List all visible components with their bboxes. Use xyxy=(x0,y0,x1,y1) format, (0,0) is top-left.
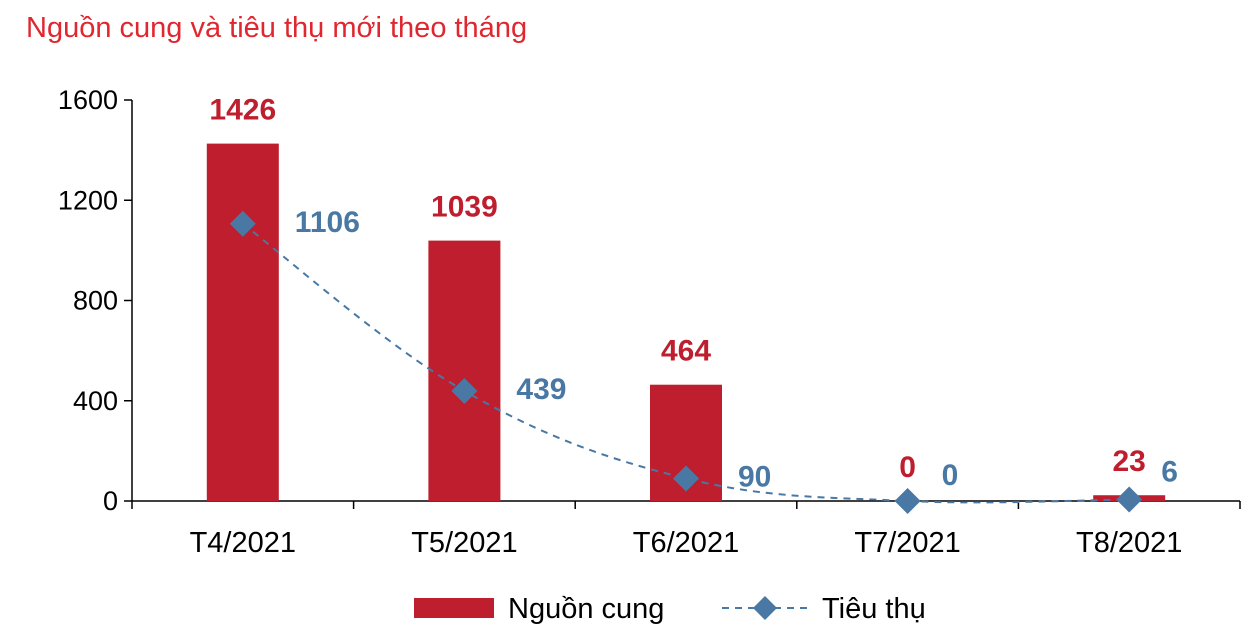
bar-Nguồn cung xyxy=(428,240,501,501)
legend: Nguồn cung Tiêu thụ xyxy=(414,593,926,625)
series-point-marker xyxy=(229,210,256,237)
line-data-label: 6 xyxy=(1161,455,1178,488)
series-point-marker xyxy=(894,488,921,514)
x-tick-label: T6/2021 xyxy=(633,527,739,559)
chart-title: Nguồn cung và tiêu thụ mới theo tháng xyxy=(26,12,528,44)
x-tick-label: T4/2021 xyxy=(190,527,296,559)
line-data-label: 0 xyxy=(942,459,959,492)
legend-label: Nguồn cung xyxy=(508,593,664,625)
line-data-label: 1106 xyxy=(295,206,360,239)
bars xyxy=(206,143,1166,501)
y-tick-label: 400 xyxy=(73,386,118,416)
legend-swatch-bar xyxy=(414,598,494,618)
trend-line xyxy=(229,210,1143,514)
bar-data-label: 0 xyxy=(899,451,916,484)
legend-swatch-marker xyxy=(753,596,777,620)
bar-Nguồn cung xyxy=(206,143,279,501)
data-labels: 1426 1039 464 0 23 1106 439 90 0 6 xyxy=(209,94,1177,494)
x-tick-label: T7/2021 xyxy=(854,527,960,559)
line-data-label: 439 xyxy=(516,373,566,406)
bar-data-label: 1426 xyxy=(209,94,276,127)
x-tick-label: T5/2021 xyxy=(411,527,517,559)
y-tick-label: 1600 xyxy=(58,85,118,115)
bar-data-label: 464 xyxy=(661,335,711,368)
y-tick-label: 1200 xyxy=(58,185,118,215)
x-tick-label: T8/2021 xyxy=(1076,527,1182,559)
legend-label: Tiêu thụ xyxy=(822,593,926,625)
series-point-marker xyxy=(673,465,699,492)
bar-data-label: 1039 xyxy=(431,191,498,224)
bar-data-label: 23 xyxy=(1113,445,1146,478)
axes: 0 400 800 1200 1600 T4/2021 T5/2021 T6/2021 T7/2… xyxy=(58,85,1241,559)
series-point-marker xyxy=(451,377,478,404)
y-tick-label: 0 xyxy=(103,486,118,516)
line-data-label: 90 xyxy=(738,460,771,493)
y-tick-label: 800 xyxy=(73,286,118,316)
series-point-marker xyxy=(1116,486,1143,513)
